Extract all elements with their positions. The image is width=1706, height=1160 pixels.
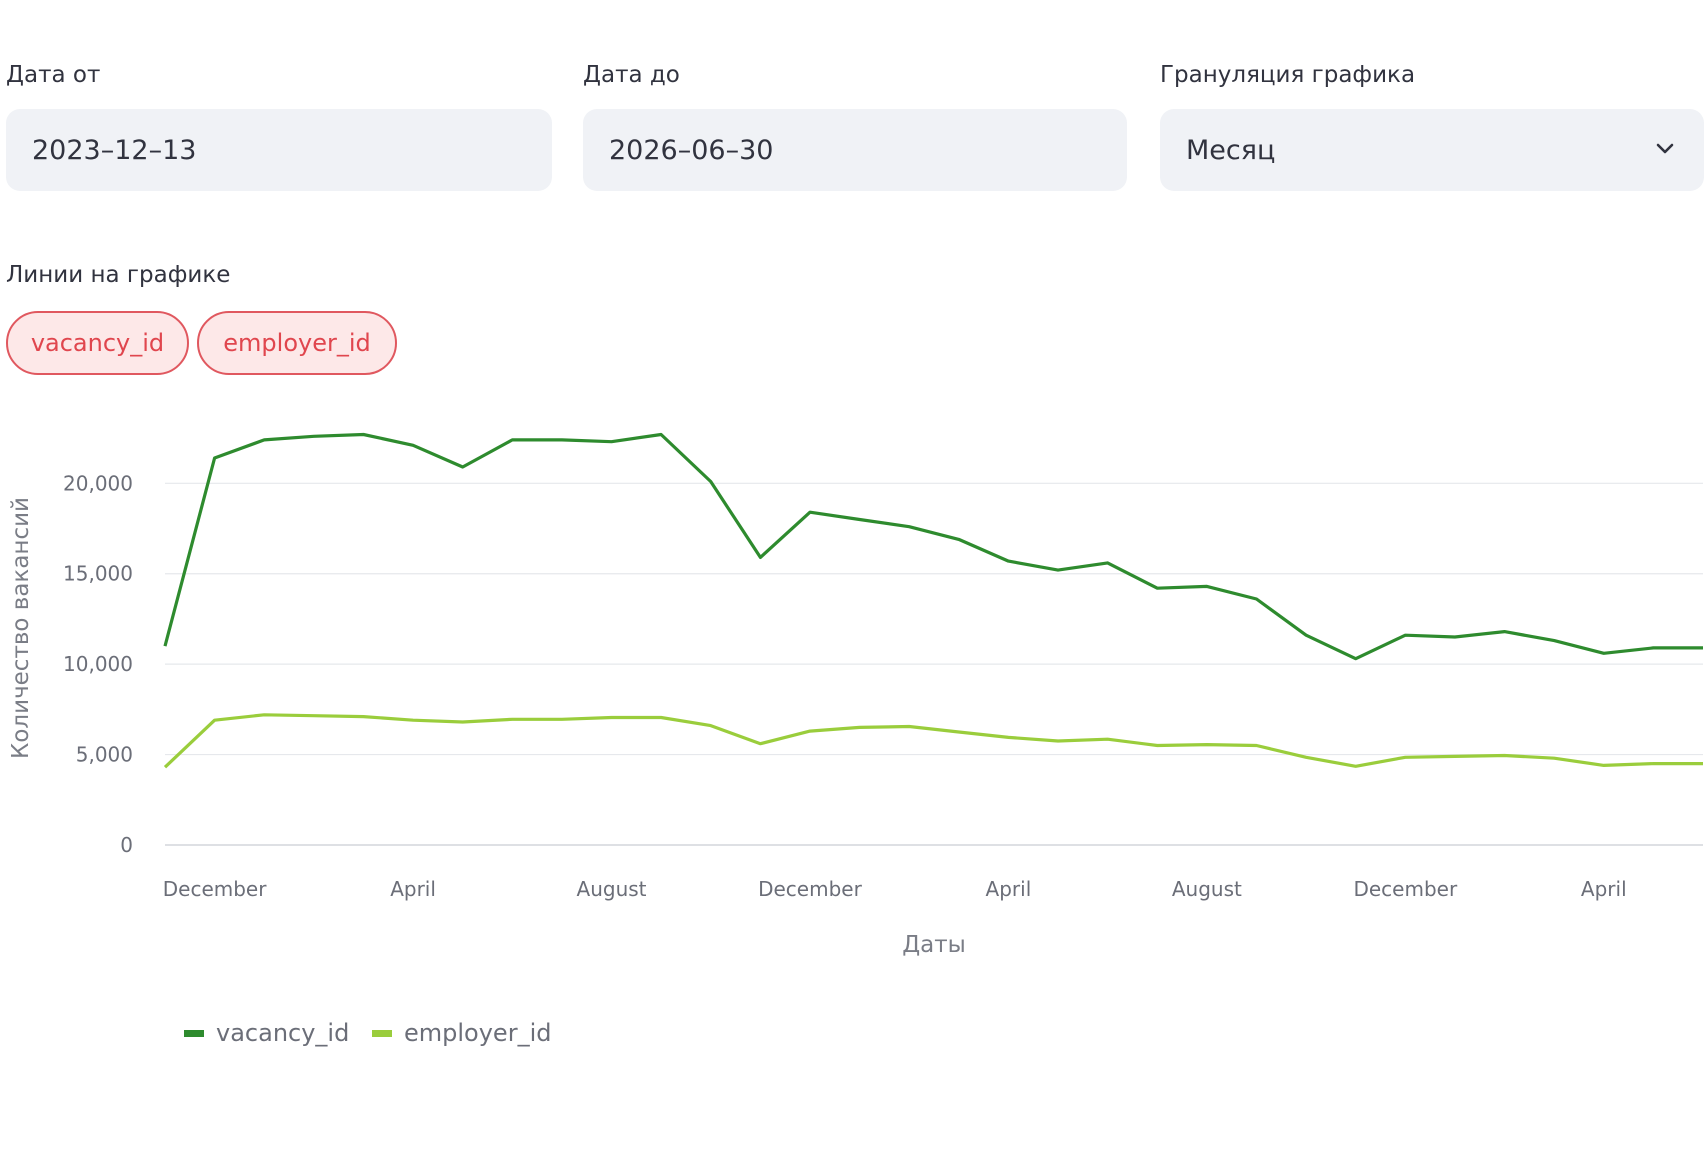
- y-axis-ticks: 0 5,000 10,000 15,000 20,000: [63, 471, 133, 857]
- y-tick-label: 5,000: [76, 743, 133, 767]
- granularity-label: Грануляция графика: [1160, 62, 1416, 88]
- y-tick-label: 0: [120, 833, 133, 857]
- granularity-select[interactable]: Месяц: [1160, 109, 1704, 191]
- x-tick-label: April: [986, 877, 1032, 901]
- x-tick-label: August: [577, 877, 647, 901]
- series-line-vacancy-id: [163, 432, 1703, 661]
- x-tick-label: April: [1581, 877, 1627, 901]
- legend-vacancy: vacancy_id: [184, 1019, 349, 1047]
- date-from-label: Дата от: [6, 62, 101, 88]
- x-axis-title: Даты: [902, 932, 966, 958]
- date-from-input[interactable]: 2023–12–13: [6, 109, 552, 191]
- x-tick-label: December: [163, 877, 267, 901]
- y-tick-label: 10,000: [63, 652, 133, 676]
- x-axis-ticks: December April August December April August De…: [163, 877, 1627, 901]
- x-tick-label: April: [390, 877, 436, 901]
- date-to-value: 2026–06–30: [609, 134, 774, 166]
- legend-employer-label: employer_id: [404, 1019, 552, 1047]
- x-tick-label: December: [1353, 877, 1457, 901]
- granularity-value: Месяц: [1186, 134, 1276, 166]
- y-tick-label: 20,000: [63, 471, 133, 495]
- lines-label: Линии на графике: [6, 262, 231, 288]
- line-chart: 0 5,000 10,000 15,000 20,000 December April Au…: [8, 432, 1704, 958]
- legend-employer: employer_id: [372, 1019, 551, 1047]
- legend-vacancy-label: vacancy_id: [216, 1019, 350, 1047]
- chart-series: [163, 432, 1704, 769]
- y-tick-label: 15,000: [63, 562, 133, 586]
- chevron-down-icon: [1656, 143, 1674, 154]
- chip-employer-id[interactable]: employer_id: [197, 311, 397, 375]
- date-from-value: 2023–12–13: [32, 134, 197, 166]
- chip-employer-id-label: employer_id: [223, 329, 371, 357]
- date-to-input[interactable]: 2026–06–30: [583, 109, 1127, 191]
- series-line-employer-id: [163, 713, 1703, 769]
- date-to-label: Дата до: [583, 62, 680, 88]
- chart-grid: [165, 482, 1703, 846]
- y-axis-title: Количество вакансий: [8, 497, 34, 759]
- x-tick-label: December: [758, 877, 862, 901]
- x-tick-label: August: [1172, 877, 1242, 901]
- chip-vacancy-id-label: vacancy_id: [30, 329, 165, 357]
- chip-vacancy-id[interactable]: vacancy_id: [6, 311, 189, 375]
- legend-vacancy-swatch: [184, 1029, 204, 1037]
- legend-employer-swatch: [372, 1029, 392, 1037]
